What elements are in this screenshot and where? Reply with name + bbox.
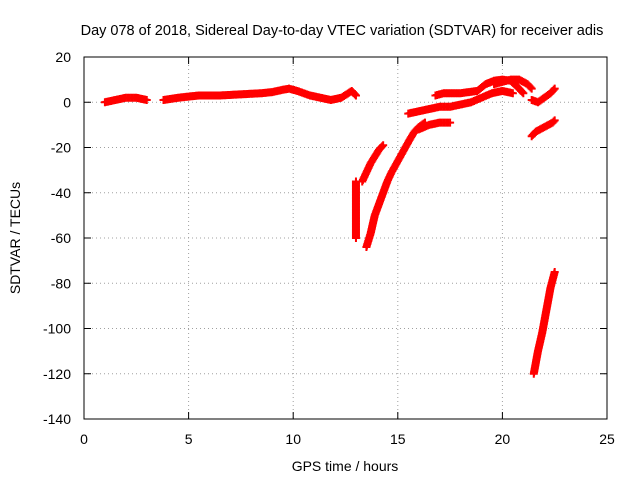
x-tick-label: 10	[285, 431, 301, 447]
data-point-marker	[550, 84, 559, 93]
data-point-marker	[527, 84, 536, 93]
x-axis-label: GPS time / hours	[292, 458, 399, 474]
y-tick-label: -120	[43, 366, 71, 382]
data-point-marker	[549, 85, 558, 94]
y-tick-label: -100	[43, 321, 71, 337]
y-tick-label: 20	[55, 49, 71, 65]
data-point-marker	[549, 117, 558, 126]
axis-ticks: 0 5 10 15 20 25 20 0 -20 -40 -60 -80 -100 -120 -140	[43, 49, 615, 447]
y-tick-label: 0	[63, 94, 71, 110]
y-tick-label: -20	[51, 140, 71, 156]
x-tick-label: 20	[495, 431, 511, 447]
data-point-marker	[142, 95, 151, 104]
data-point-marker	[518, 88, 527, 97]
data-point-marker	[378, 142, 387, 151]
y-tick-label: -40	[51, 185, 71, 201]
y-tick-label: -80	[51, 275, 71, 291]
data-point-marker	[519, 89, 528, 98]
grid-lines	[84, 57, 607, 419]
x-tick-label: 5	[185, 431, 193, 447]
data-point-marker	[550, 116, 559, 125]
data-point-marker	[446, 118, 455, 127]
data-point-marker	[550, 267, 559, 276]
x-tick-label: 15	[390, 431, 406, 447]
x-tick-label: 0	[80, 431, 88, 447]
data-point-marker	[350, 90, 359, 99]
y-axis-label: SDTVAR / TECUs	[7, 182, 23, 294]
data-point-marker	[526, 83, 535, 92]
x-tick-label: 25	[599, 431, 615, 447]
data-points	[100, 75, 559, 378]
data-point-marker	[379, 141, 388, 150]
data-point-marker	[351, 91, 360, 100]
y-tick-label: -60	[51, 230, 71, 246]
data-point-marker	[508, 89, 517, 98]
y-tick-label: -140	[43, 411, 71, 427]
chart-title: Day 078 of 2018, Sidereal Day-to-day VTE…	[81, 23, 604, 39]
data-point-marker	[351, 234, 360, 242]
